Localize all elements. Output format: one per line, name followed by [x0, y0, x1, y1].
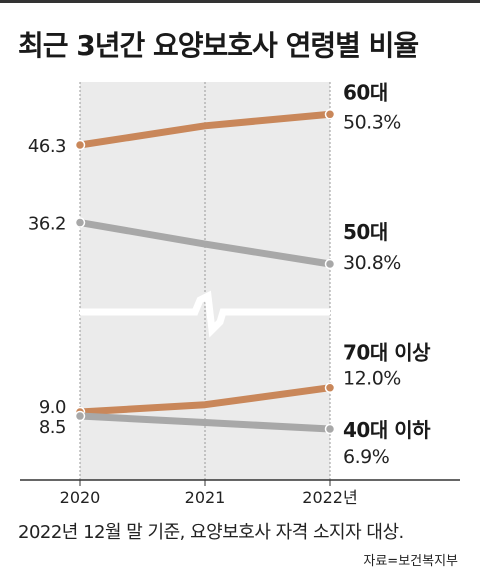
start-value-label: 36.2 — [28, 214, 66, 235]
data-point — [74, 410, 86, 422]
start-value-label: 9.0 — [39, 397, 66, 418]
data-point — [324, 382, 336, 393]
axis-break — [80, 290, 330, 338]
x-tick-label: 2022년 — [302, 488, 357, 507]
end-value-label: 12.0% — [343, 368, 401, 390]
end-value-label: 50.3% — [343, 111, 401, 133]
start-value-label: 8.5 — [39, 417, 66, 438]
source-note: 자료=보건복지부 — [363, 554, 458, 569]
data-point — [324, 258, 336, 270]
footnote: 2022년 12월 말 기준, 요양보호사 자격 소지자 대상. — [18, 522, 404, 543]
data-point — [324, 109, 336, 120]
end-value-label: 30.8% — [343, 252, 401, 274]
series-name-label: 40대 이하 — [343, 418, 431, 442]
series-name-label: 70대 이상 — [343, 341, 431, 365]
x-tick-label: 2021 — [185, 488, 226, 507]
end-value-label: 6.9% — [343, 446, 389, 468]
series-name-label: 60대 — [343, 80, 388, 104]
series-name-label: 50대 — [343, 220, 388, 244]
plot-panel — [80, 82, 330, 480]
chart-title: 최근 3년간 요양보호사 연령별 비율 — [18, 29, 419, 62]
data-point — [74, 217, 86, 228]
x-tick-label: 2020 — [60, 488, 101, 507]
data-point — [74, 139, 86, 151]
series-line — [76, 412, 334, 433]
series-line — [76, 219, 334, 268]
top-rule — [0, 0, 480, 3]
data-point — [324, 423, 336, 435]
series-line — [76, 384, 334, 416]
start-value-label: 46.3 — [28, 136, 66, 157]
series-line — [76, 110, 334, 149]
